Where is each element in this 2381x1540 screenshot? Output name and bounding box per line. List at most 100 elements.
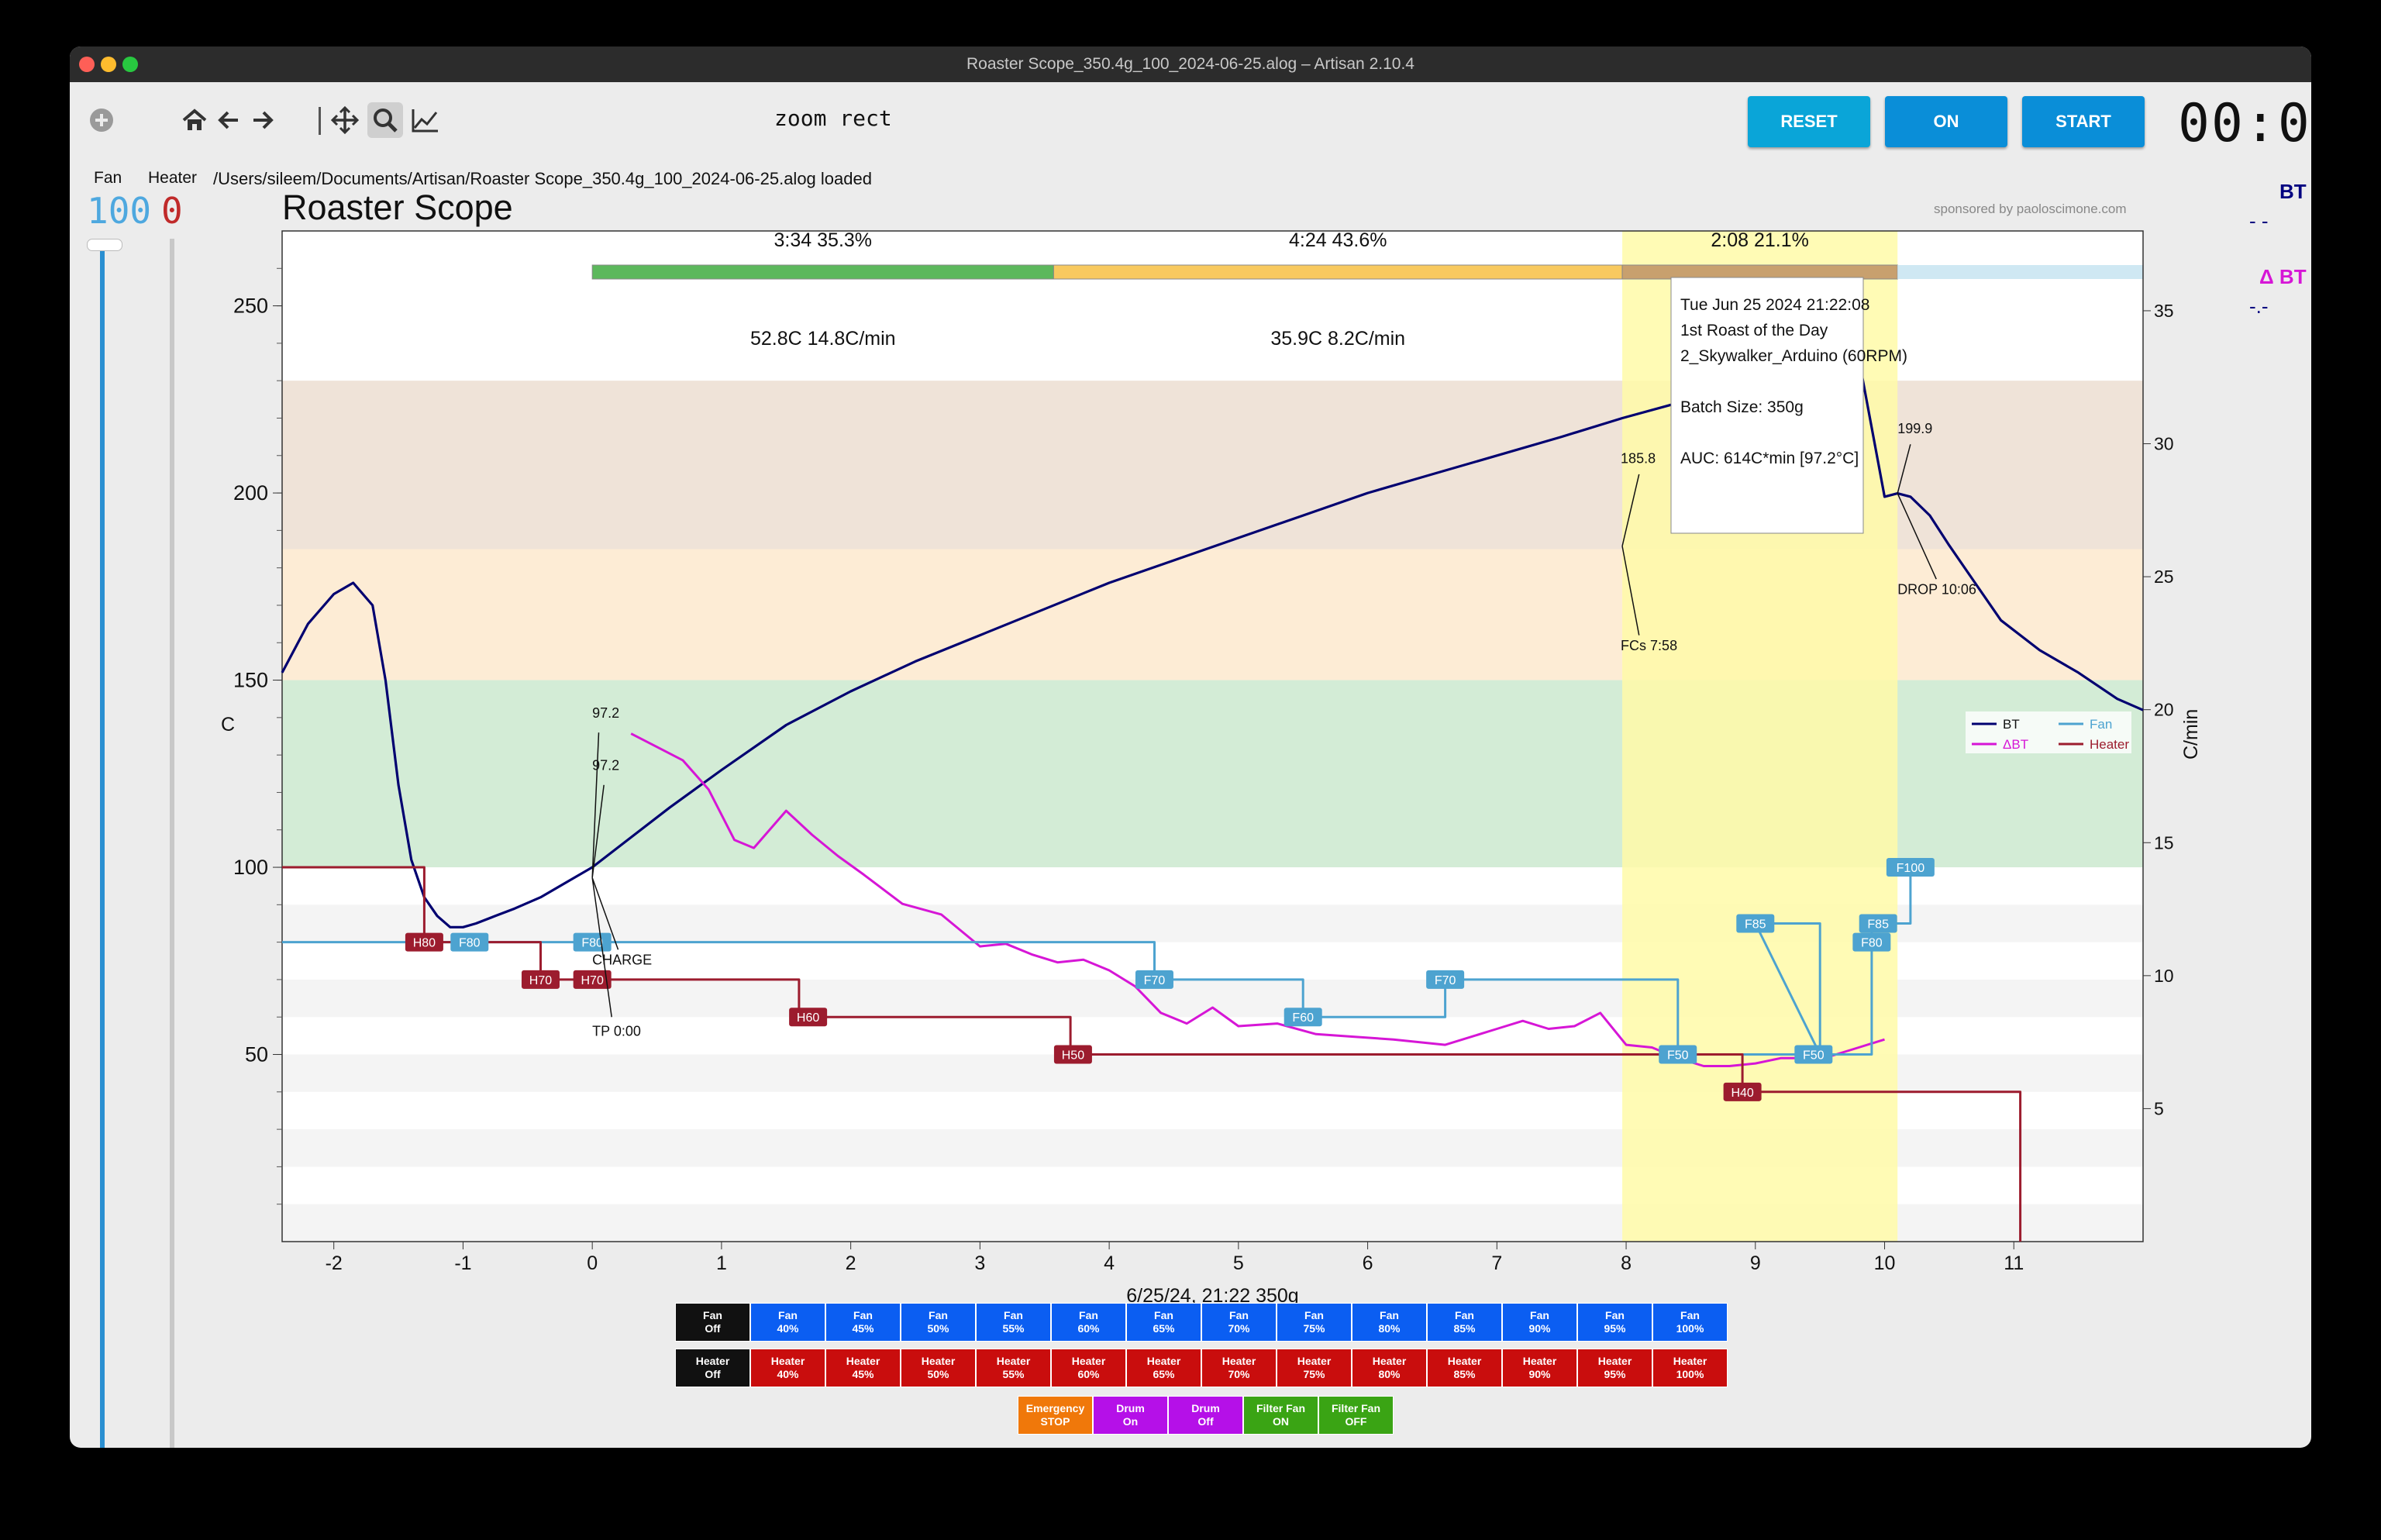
plot-frame bbox=[281, 230, 2144, 1242]
fan-button-4[interactable]: Fan 55% bbox=[976, 1303, 1051, 1342]
x-tick-label: 10 bbox=[1874, 1252, 1896, 1274]
event-marker-label: F60 bbox=[1292, 1011, 1314, 1025]
fan-button-12[interactable]: Fan 95% bbox=[1577, 1303, 1652, 1342]
start-button[interactable]: START bbox=[2022, 96, 2145, 147]
heater-event-marker[interactable] bbox=[789, 1008, 828, 1027]
plus-icon[interactable] bbox=[84, 102, 119, 138]
misc-button-0[interactable]: Emergency STOP bbox=[1018, 1396, 1093, 1435]
heater-event-marker[interactable] bbox=[573, 970, 612, 989]
reset-button[interactable]: RESET bbox=[1748, 96, 1870, 147]
on-button[interactable]: ON bbox=[1885, 96, 2007, 147]
event-marker-label: H60 bbox=[797, 1011, 819, 1025]
fan-event-marker[interactable] bbox=[1736, 914, 1775, 933]
fan-slider-track[interactable] bbox=[100, 250, 105, 1448]
fan-event-marker[interactable] bbox=[450, 932, 489, 952]
fan-event-marker[interactable] bbox=[1135, 970, 1173, 989]
heater-event-marker[interactable] bbox=[1723, 1082, 1762, 1101]
fan-event-marker[interactable] bbox=[1852, 932, 1891, 952]
heater-button-6[interactable]: Heater 65% bbox=[1126, 1349, 1201, 1387]
legend-entry: Fan bbox=[2090, 717, 2112, 732]
fan-value-display: 100 bbox=[87, 190, 152, 232]
app-window: Roaster Scope_350.4g_100_2024-06-25.alog… bbox=[70, 47, 2311, 1448]
heater-slider-track[interactable] bbox=[170, 239, 174, 1448]
heater-button-row: Heater Off Heater 40% Heater 45% Heater 50%… bbox=[675, 1349, 1728, 1387]
heater-event-marker[interactable] bbox=[521, 970, 560, 989]
fan-event-marker[interactable] bbox=[1886, 858, 1935, 877]
heater-button-11[interactable]: Heater 90% bbox=[1502, 1349, 1577, 1387]
misc-button-3[interactable]: Filter Fan ON bbox=[1243, 1396, 1318, 1435]
zoom-icon[interactable] bbox=[367, 102, 403, 138]
fan-button-8[interactable]: Fan 75% bbox=[1277, 1303, 1352, 1342]
chart-annotation: 97.2 bbox=[592, 757, 619, 773]
event-marker-label: F50 bbox=[1667, 1049, 1689, 1063]
y-axis-label: C bbox=[221, 714, 235, 736]
chart-annotation: DROP 10:06 bbox=[1897, 581, 1976, 597]
fan-button-11[interactable]: Fan 90% bbox=[1502, 1303, 1577, 1342]
fan-button-0[interactable]: Fan Off bbox=[675, 1303, 750, 1342]
fan-event-marker[interactable] bbox=[1659, 1045, 1697, 1064]
misc-button-1[interactable]: Drum On bbox=[1093, 1396, 1168, 1435]
forward-icon[interactable] bbox=[245, 102, 281, 138]
bt-line bbox=[281, 357, 2144, 928]
line-chart-icon[interactable] bbox=[408, 102, 443, 138]
heater-button-1[interactable]: Heater 40% bbox=[750, 1349, 825, 1387]
event-marker-label: F80 bbox=[581, 937, 603, 950]
x-tick-label: -2 bbox=[326, 1252, 343, 1274]
misc-button-4[interactable]: Filter Fan OFF bbox=[1318, 1396, 1394, 1435]
fan-button-9[interactable]: Fan 80% bbox=[1352, 1303, 1427, 1342]
heater-button-5[interactable]: Heater 60% bbox=[1051, 1349, 1126, 1387]
heater-button-3[interactable]: Heater 50% bbox=[901, 1349, 976, 1387]
chart-title: Roaster Scope bbox=[282, 188, 513, 227]
fan-button-6[interactable]: Fan 65% bbox=[1126, 1303, 1201, 1342]
heater-button-7[interactable]: Heater 70% bbox=[1201, 1349, 1277, 1387]
fan-button-5[interactable]: Fan 60% bbox=[1051, 1303, 1126, 1342]
fan-event-marker[interactable] bbox=[1426, 970, 1465, 989]
x-tick-label: 6 bbox=[1363, 1252, 1373, 1274]
misc-button-2[interactable]: Drum Off bbox=[1168, 1396, 1243, 1435]
phase-bar bbox=[591, 264, 1054, 280]
fan-slider-label: Fan bbox=[94, 169, 122, 187]
roast-info-line: Batch Size: 350g bbox=[1680, 398, 1804, 416]
fan-button-3[interactable]: Fan 50% bbox=[901, 1303, 976, 1342]
roast-chart[interactable]: 3:34 35.3% 52.8C 14.8C/min 4:24 43.6% 35.9C… bbox=[70, 47, 2311, 1448]
close-window-button[interactable] bbox=[79, 57, 95, 72]
roast-info-line: 1st Roast of the Day bbox=[1680, 322, 1828, 339]
back-icon[interactable] bbox=[211, 102, 246, 138]
fan-button-10[interactable]: Fan 85% bbox=[1427, 1303, 1502, 1342]
phase-bar bbox=[1053, 264, 1623, 280]
fan-event-marker[interactable] bbox=[1859, 914, 1897, 933]
misc-button-row: Emergency STOP Drum On Drum Off Filter Fan … bbox=[1018, 1396, 1394, 1435]
fan-event-marker[interactable] bbox=[1284, 1008, 1322, 1027]
chart-annotation: TP 0:00 bbox=[592, 1023, 641, 1039]
fan-button-1[interactable]: Fan 40% bbox=[750, 1303, 825, 1342]
x-tick-label: 8 bbox=[1621, 1252, 1632, 1274]
event-marker-label: H70 bbox=[529, 974, 552, 987]
heater-button-9[interactable]: Heater 80% bbox=[1352, 1349, 1427, 1387]
phase-label: 4:24 43.6% bbox=[1289, 229, 1387, 251]
heater-button-12[interactable]: Heater 95% bbox=[1577, 1349, 1652, 1387]
home-icon[interactable] bbox=[177, 102, 212, 138]
heater-button-8[interactable]: Heater 75% bbox=[1277, 1349, 1352, 1387]
heater-button-2[interactable]: Heater 45% bbox=[825, 1349, 901, 1387]
y-tick-label: 250 bbox=[233, 295, 268, 318]
heater-button-10[interactable]: Heater 85% bbox=[1427, 1349, 1502, 1387]
fan-button-13[interactable]: Fan 100% bbox=[1652, 1303, 1728, 1342]
heater-button-4[interactable]: Heater 55% bbox=[976, 1349, 1051, 1387]
y-tick-label: 150 bbox=[233, 669, 268, 692]
y2-tick-label: 20 bbox=[2154, 700, 2174, 720]
heater-button-0[interactable]: Heater Off bbox=[675, 1349, 750, 1387]
heater-event-marker[interactable] bbox=[405, 932, 443, 952]
timer-display: 00:00 bbox=[2178, 93, 2311, 154]
pan-icon[interactable] bbox=[327, 102, 363, 138]
fan-button-2[interactable]: Fan 45% bbox=[825, 1303, 901, 1342]
heater-event-marker[interactable] bbox=[1053, 1045, 1092, 1064]
legend-entry: Heater bbox=[2090, 737, 2129, 752]
heater-button-13[interactable]: Heater 100% bbox=[1652, 1349, 1728, 1387]
minimize-window-button[interactable] bbox=[101, 57, 116, 72]
fan-slider-handle[interactable] bbox=[87, 239, 122, 251]
bt-readout-label: BT bbox=[2279, 180, 2307, 203]
fan-event-marker[interactable] bbox=[1794, 1045, 1833, 1064]
event-marker-label: F70 bbox=[1435, 974, 1456, 987]
zoom-window-button[interactable] bbox=[122, 57, 138, 72]
fan-button-7[interactable]: Fan 70% bbox=[1201, 1303, 1277, 1342]
